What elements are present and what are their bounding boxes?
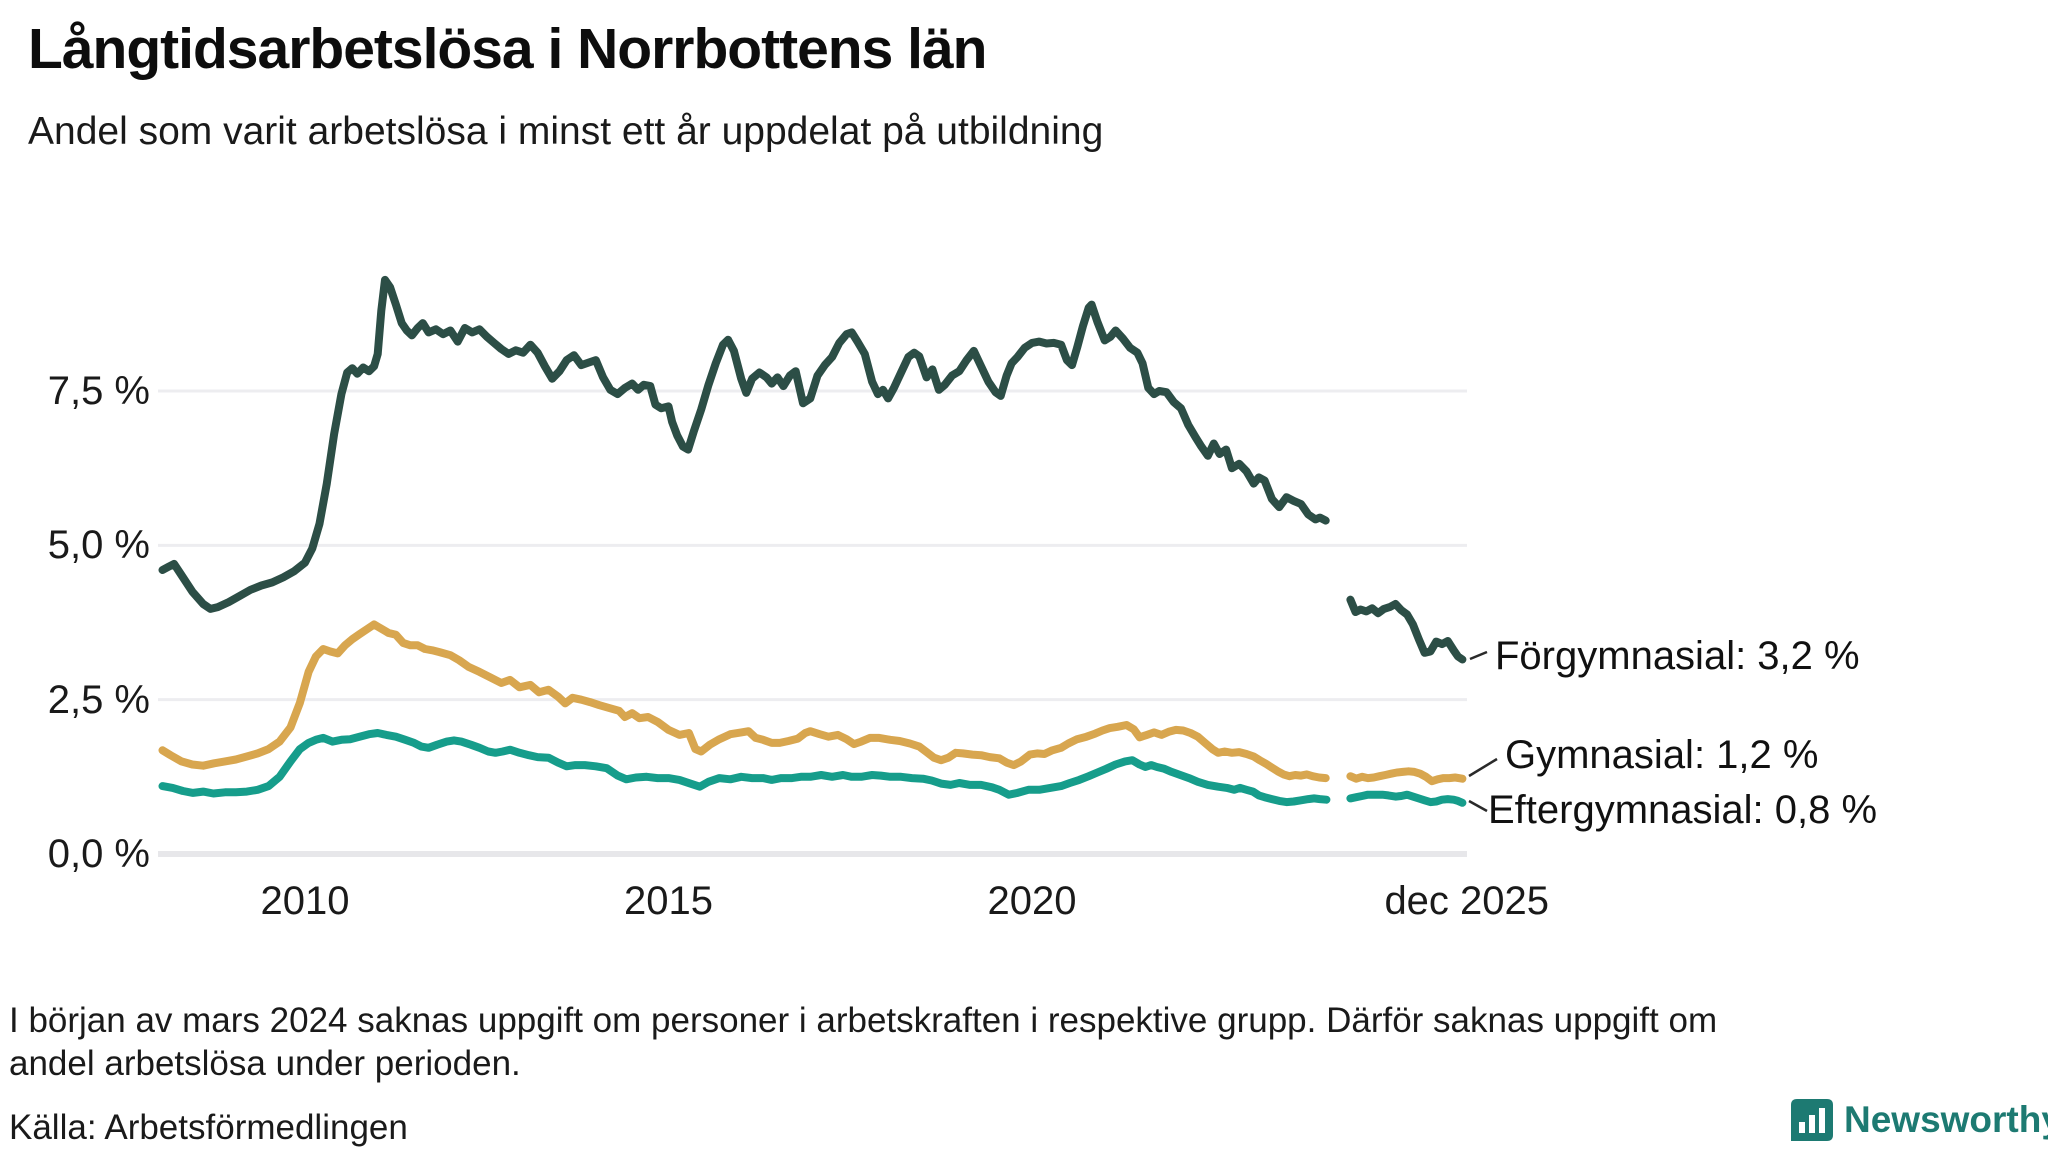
x-axis-tick-label: 2010 <box>260 879 350 923</box>
series-end-label-eftergymnasial: Eftergymnasial: 0,8 % <box>1488 788 1878 832</box>
newsworthy-brand: Newsworthy <box>1790 1098 2048 1142</box>
newsworthy-logo-text: Newsworthy <box>1844 1099 2048 1140</box>
x-axis-tick-label: dec 2025 <box>1384 879 1550 923</box>
series-line-gymnasial <box>1346 767 1467 786</box>
series-line-eftergymnasial <box>158 729 1331 807</box>
y-axis-tick-label: 5,0 % <box>47 523 150 568</box>
y-axis-tick-label: 7,5 % <box>47 369 150 413</box>
series-line-eftergymnasial <box>1346 790 1467 807</box>
footnote-line-2: andel arbetslösa under perioden. <box>9 1044 521 1083</box>
series-line-frgymnasial <box>1346 595 1467 664</box>
footnote-line-1: I början av mars 2024 saknas uppgift om … <box>9 1001 1718 1040</box>
label-connector <box>1469 650 1488 661</box>
newsworthy-logo-icon <box>1791 1099 1833 1141</box>
series-line-gymnasial <box>158 620 1330 783</box>
source-credit: Källa: Arbetsförmedlingen <box>9 1108 408 1147</box>
x-axis-tick-label: 2020 <box>987 879 1077 923</box>
y-axis-tick-label: 2,5 % <box>47 677 150 722</box>
label-connector <box>1468 799 1488 813</box>
series-end-label-gymnasial: Gymnasial: 1,2 % <box>1505 733 1819 777</box>
series-line-frgymnasial <box>158 275 1330 613</box>
y-axis-tick-label: 0,0 % <box>47 832 150 876</box>
page-title: Långtidsarbetslösa i Norrbottens län <box>28 17 987 81</box>
series-end-label-forgymnasial: Förgymnasial: 3,2 % <box>1495 634 1860 678</box>
label-connector <box>1468 757 1498 778</box>
page-subtitle: Andel som varit arbetslösa i minst ett å… <box>28 110 1104 153</box>
x-axis-tick-label: 2015 <box>624 879 713 923</box>
